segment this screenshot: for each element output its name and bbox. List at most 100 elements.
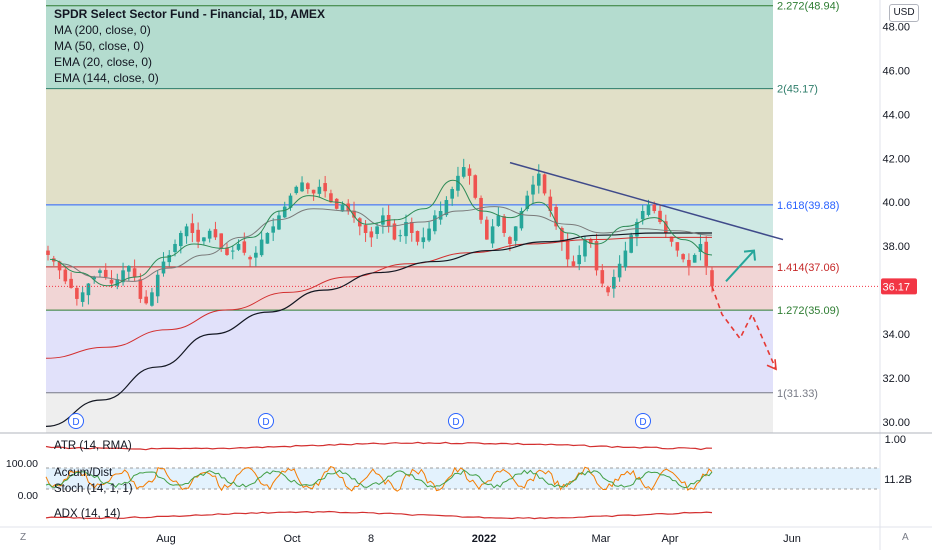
legend-ma50: MA (50, close, 0) [54, 39, 145, 53]
dividend-marker-label: D [262, 417, 269, 428]
candle-body [519, 211, 524, 229]
candle-body [311, 189, 316, 194]
x-tick-label: Oct [283, 533, 300, 545]
y-tick-label: 40.00 [882, 197, 910, 209]
y-tick-label: 42.00 [882, 153, 910, 165]
candle-body [629, 235, 633, 253]
dividend-marker [635, 413, 651, 429]
candle-body [531, 184, 535, 195]
candle-body [675, 242, 680, 251]
legend-title: SPDR Select Sector Fund - Financial, 1D,… [54, 7, 325, 21]
projection-down-arrow [711, 286, 777, 370]
candle-body [190, 223, 195, 233]
currency-button[interactable]: USD [889, 4, 919, 22]
candle-body [583, 239, 587, 257]
candle-body [606, 287, 610, 293]
candle-body [150, 292, 154, 306]
candle-body [600, 270, 605, 284]
candle-body [46, 250, 50, 255]
zoom-button[interactable]: Z [20, 532, 27, 543]
fib-label: 1.272(35.09) [777, 305, 839, 317]
candle-body [646, 204, 651, 215]
legend-ema144: EMA (144, close, 0) [54, 71, 159, 85]
candle-body [467, 168, 472, 176]
atr-last-value: 1.00 [885, 434, 906, 446]
projection-up-arrowhead [743, 249, 756, 261]
fib-band [46, 0, 773, 89]
trendline [509, 161, 784, 241]
candle-body [92, 276, 96, 280]
candle-body [317, 186, 322, 194]
stoch-label: Stoch (14, 1, 1) [54, 483, 133, 495]
candle-body [127, 265, 131, 272]
candle-body [103, 269, 108, 277]
fib-label: 2(45.17) [777, 84, 818, 96]
candle-body [640, 211, 645, 220]
candle-body [571, 261, 576, 266]
candle-body [167, 254, 172, 263]
candle-body [144, 296, 148, 304]
ema20-line [49, 179, 713, 287]
candle-body [623, 250, 628, 268]
y-tick-label: 34.00 [882, 329, 910, 341]
candle-body [548, 196, 553, 212]
candle-body [409, 221, 414, 233]
candle-body [98, 270, 102, 273]
auto-scale-button[interactable]: A [902, 532, 909, 543]
candle-body [115, 279, 120, 286]
candle-body [444, 200, 449, 216]
candle-body [710, 270, 714, 287]
candle-body [565, 240, 570, 260]
dividend-marker-label: D [452, 417, 459, 428]
candle-body [404, 221, 408, 237]
candle-body [369, 231, 374, 238]
candle-body [681, 254, 685, 260]
projection-down-arrowhead [766, 359, 777, 371]
candle-body [560, 227, 564, 242]
candle-body [427, 228, 431, 241]
legend-ma200: MA (200, close, 0) [54, 23, 151, 37]
dividend-marker [448, 413, 464, 429]
candle-body [554, 206, 558, 227]
candle-body [433, 215, 437, 232]
atr-line [45, 441, 713, 451]
candle-body [536, 173, 541, 186]
fib-label: 2.272(48.94) [777, 1, 839, 13]
dividend-marker-label: D [639, 417, 646, 428]
candle-body [485, 219, 489, 240]
ma200-line [45, 232, 712, 428]
fib-band [46, 310, 773, 393]
x-tick-label: Jun [783, 533, 801, 545]
candle-body [300, 182, 304, 192]
candle-body [687, 259, 691, 266]
candle-body [450, 189, 454, 199]
candle-body [363, 224, 368, 233]
candle-body [202, 237, 206, 242]
x-tick-label: 2022 [472, 533, 496, 545]
candle-body [109, 279, 114, 284]
fib-band [46, 266, 773, 311]
candle-body [652, 204, 657, 212]
candle-body [242, 241, 247, 253]
candle-body [415, 231, 420, 242]
candle-body [352, 210, 356, 218]
fib-label: 1.618(39.88) [777, 200, 839, 212]
dividend-marker [68, 413, 84, 429]
candle-body [179, 232, 183, 247]
candle-body [392, 223, 397, 240]
candle-body [277, 215, 281, 230]
candle-body [496, 215, 501, 226]
legend-ema20: EMA (20, close, 0) [54, 55, 153, 69]
fib-label: 1(31.33) [777, 388, 818, 400]
x-tick-label: Aug [156, 533, 176, 545]
candle-body [456, 175, 460, 191]
candle-body [635, 221, 639, 237]
stoch-tick-0: 0.00 [18, 490, 39, 502]
candle-body [588, 238, 593, 244]
candle-body [161, 261, 166, 274]
candle-body [69, 278, 73, 288]
candle-body [421, 237, 426, 243]
candle-body [121, 270, 125, 283]
candle-body [664, 221, 668, 233]
